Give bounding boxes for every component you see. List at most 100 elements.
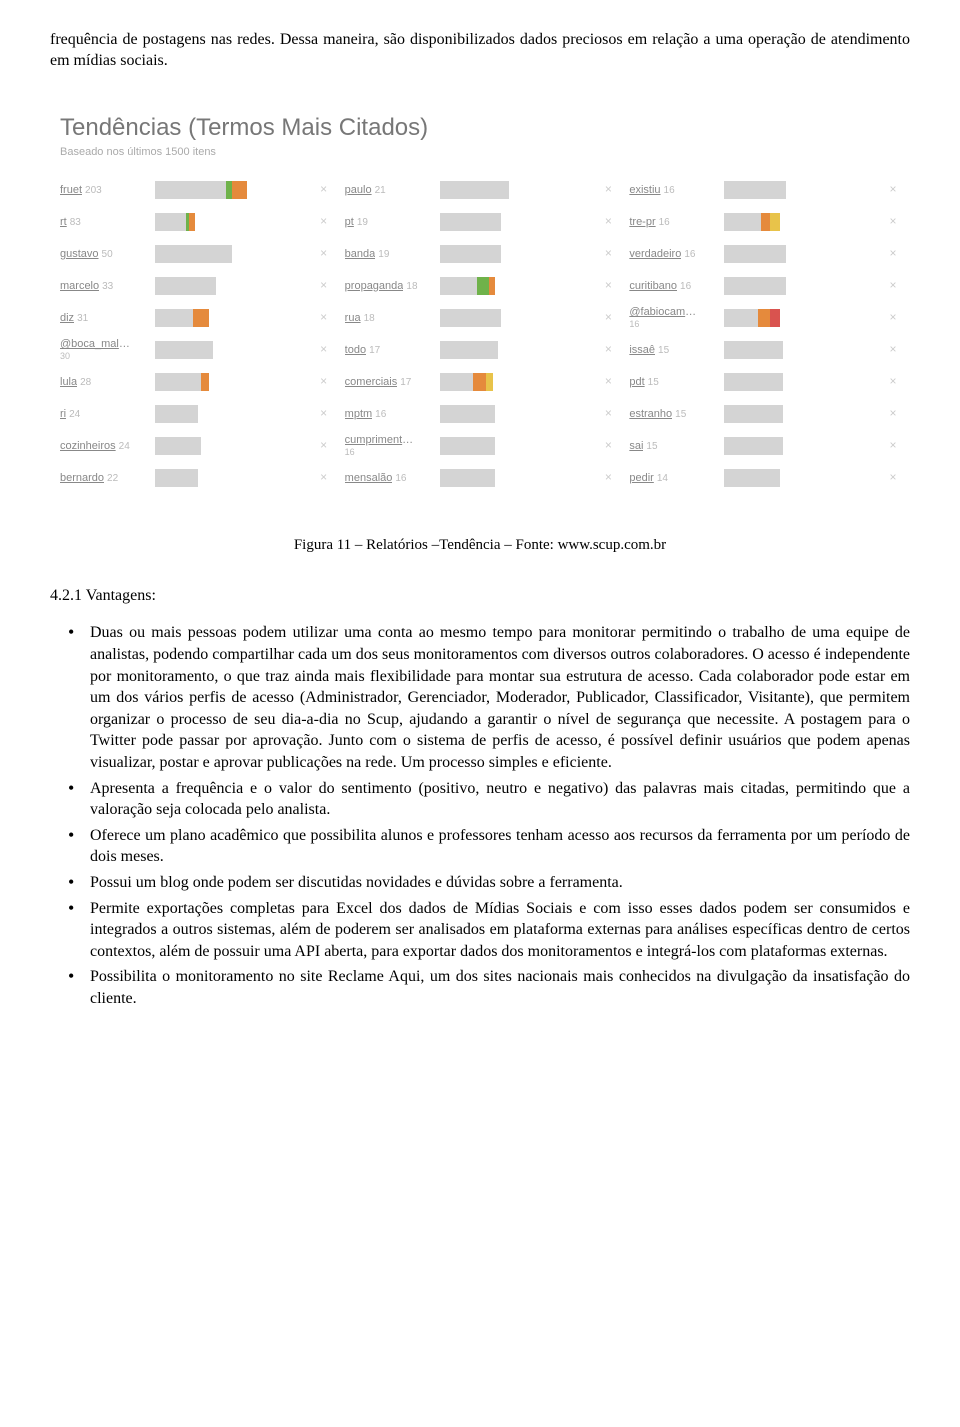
- chart-row: curitibano16×: [629, 273, 900, 299]
- close-icon[interactable]: ×: [601, 406, 615, 422]
- bar-segment: [473, 373, 485, 391]
- term-label-box: todo17: [345, 343, 440, 357]
- close-icon[interactable]: ×: [317, 374, 331, 390]
- term-label[interactable]: existiu: [629, 183, 660, 197]
- close-icon[interactable]: ×: [317, 214, 331, 230]
- bar-segment: [724, 405, 782, 423]
- term-count: 28: [80, 376, 91, 389]
- term-count: 18: [406, 280, 417, 293]
- term-label[interactable]: gustavo: [60, 247, 99, 261]
- term-label[interactable]: tre-pr: [629, 215, 655, 229]
- term-label[interactable]: propaganda: [345, 279, 404, 293]
- bar-segment: [440, 373, 474, 391]
- term-label[interactable]: lula: [60, 375, 77, 389]
- term-label[interactable]: mensalão: [345, 471, 393, 485]
- bar-segment: [440, 341, 498, 359]
- term-label[interactable]: comerciais: [345, 375, 398, 389]
- term-label[interactable]: sai: [629, 439, 643, 453]
- close-icon[interactable]: ×: [886, 470, 900, 486]
- chart-row: @boca_maldita30×: [60, 337, 331, 363]
- term-label-box: mptm16: [345, 407, 440, 421]
- term-label[interactable]: issaê: [629, 343, 655, 357]
- close-icon[interactable]: ×: [886, 374, 900, 390]
- close-icon[interactable]: ×: [317, 470, 331, 486]
- term-label[interactable]: rt: [60, 215, 67, 229]
- close-icon[interactable]: ×: [886, 310, 900, 326]
- close-icon[interactable]: ×: [886, 214, 900, 230]
- term-label[interactable]: curitibano: [629, 279, 677, 293]
- term-label[interactable]: banda: [345, 247, 376, 261]
- close-icon[interactable]: ×: [601, 310, 615, 326]
- close-icon[interactable]: ×: [601, 374, 615, 390]
- term-label-box: existiu 16: [629, 183, 724, 197]
- chart-row: mensalão16×: [345, 465, 616, 491]
- term-label-box: marcelo33: [60, 279, 155, 293]
- term-label[interactable]: ri: [60, 407, 66, 421]
- sentiment-bar: [724, 469, 878, 487]
- chart-row: ri24×: [60, 401, 331, 427]
- close-icon[interactable]: ×: [601, 214, 615, 230]
- close-icon[interactable]: ×: [317, 406, 331, 422]
- chart-row: tre-pr 16 ×: [629, 209, 900, 235]
- chart-row: marcelo33 ×: [60, 273, 331, 299]
- chart-row: lula28 ×: [60, 369, 331, 395]
- list-item: Apresenta a frequência e o valor do sent…: [90, 778, 910, 821]
- close-icon[interactable]: ×: [601, 182, 615, 198]
- close-icon[interactable]: ×: [317, 246, 331, 262]
- term-count: 15: [658, 344, 669, 357]
- close-icon[interactable]: ×: [601, 246, 615, 262]
- bar-segment: [724, 469, 779, 487]
- close-icon[interactable]: ×: [601, 438, 615, 454]
- close-icon[interactable]: ×: [886, 438, 900, 454]
- term-label-box: estranho15: [629, 407, 724, 421]
- term-count: 33: [102, 280, 113, 293]
- chart-row: propaganda18 ×: [345, 273, 616, 299]
- term-label[interactable]: verdadeiro: [629, 247, 681, 261]
- term-label[interactable]: pedir: [629, 471, 653, 485]
- close-icon[interactable]: ×: [601, 278, 615, 294]
- term-label[interactable]: fruet: [60, 183, 82, 197]
- term-label[interactable]: bernardo: [60, 471, 104, 485]
- close-icon[interactable]: ×: [886, 278, 900, 294]
- bar-segment: [155, 341, 213, 359]
- term-label[interactable]: diz: [60, 311, 74, 325]
- close-icon[interactable]: ×: [886, 406, 900, 422]
- close-icon[interactable]: ×: [317, 342, 331, 358]
- term-label[interactable]: rua: [345, 311, 361, 325]
- term-label[interactable]: pt: [345, 215, 354, 229]
- close-icon[interactable]: ×: [886, 342, 900, 358]
- term-count: 16: [659, 216, 670, 229]
- close-icon[interactable]: ×: [601, 470, 615, 486]
- close-icon[interactable]: ×: [886, 182, 900, 198]
- term-label[interactable]: todo: [345, 343, 366, 357]
- term-label-box: pdt15: [629, 375, 724, 389]
- term-count: 14: [657, 472, 668, 485]
- term-label[interactable]: @boca_maldita: [60, 337, 130, 351]
- term-label[interactable]: marcelo: [60, 279, 99, 293]
- term-label[interactable]: mptm: [345, 407, 373, 421]
- term-label[interactable]: paulo: [345, 183, 372, 197]
- bar-segment: [440, 469, 495, 487]
- close-icon[interactable]: ×: [601, 342, 615, 358]
- bar-segment: [724, 277, 785, 295]
- bar-segment: [232, 181, 247, 199]
- close-icon[interactable]: ×: [317, 310, 331, 326]
- term-label[interactable]: @fabiocampana: [629, 305, 699, 319]
- term-label-box: bernardo22: [60, 471, 155, 485]
- close-icon[interactable]: ×: [317, 278, 331, 294]
- term-count: 31: [77, 312, 88, 325]
- term-label-box: cozinheiros24: [60, 439, 155, 453]
- term-label[interactable]: cozinheiros: [60, 439, 116, 453]
- term-label[interactable]: pdt: [629, 375, 644, 389]
- sentiment-bar: [155, 213, 309, 231]
- close-icon[interactable]: ×: [886, 246, 900, 262]
- close-icon[interactable]: ×: [317, 182, 331, 198]
- term-label[interactable]: cumprimentando: [345, 433, 415, 447]
- bar-segment: [724, 373, 782, 391]
- term-label-box: fruet203: [60, 183, 155, 197]
- term-count: 16: [664, 184, 675, 197]
- chart-row: banda19×: [345, 241, 616, 267]
- close-icon[interactable]: ×: [317, 438, 331, 454]
- term-count: 18: [364, 312, 375, 325]
- term-label[interactable]: estranho: [629, 407, 672, 421]
